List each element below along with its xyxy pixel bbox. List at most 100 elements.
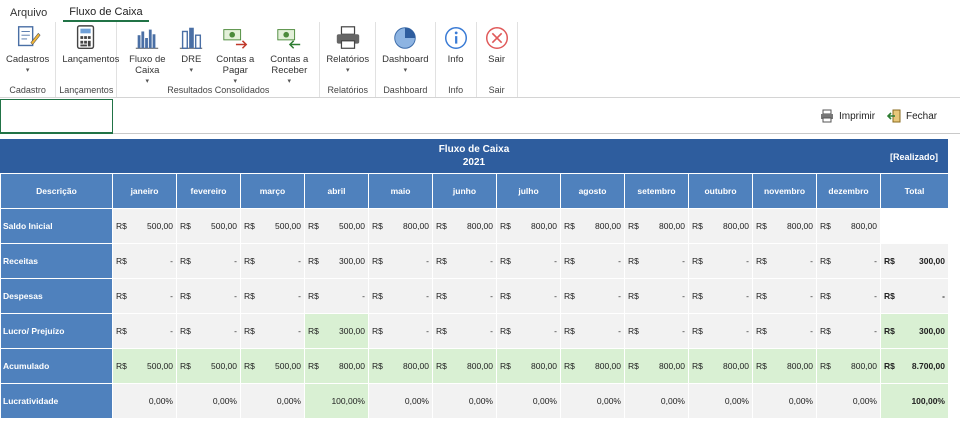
- table-cell[interactable]: 0,00%: [496, 383, 561, 419]
- name-box[interactable]: [0, 99, 113, 134]
- table-cell[interactable]: R$ 800,00: [432, 348, 497, 384]
- table-cell[interactable]: R$ 800,00: [688, 208, 753, 244]
- table-cell[interactable]: 0,00%: [752, 383, 817, 419]
- cell-currency: R$ -: [500, 256, 557, 266]
- table-cell[interactable]: R$ 500,00: [112, 348, 177, 384]
- print-button[interactable]: Imprimir: [820, 109, 875, 123]
- total-cell[interactable]: [880, 208, 949, 244]
- table-cell[interactable]: R$ 800,00: [624, 208, 689, 244]
- table-cell[interactable]: R$ -: [624, 243, 689, 279]
- table-cell[interactable]: R$ -: [816, 243, 881, 279]
- close-button[interactable]: Fechar: [887, 109, 937, 123]
- table-cell[interactable]: R$ -: [752, 278, 817, 314]
- ribbon-button-pencil-doc[interactable]: Cadastros ▾: [3, 24, 52, 97]
- table-cell[interactable]: R$ -: [624, 278, 689, 314]
- table-cell[interactable]: R$ 800,00: [304, 348, 369, 384]
- table-cell[interactable]: R$ 800,00: [368, 348, 433, 384]
- table-cell[interactable]: R$ -: [624, 313, 689, 349]
- table-cell[interactable]: R$ -: [560, 243, 625, 279]
- table-cell[interactable]: R$ -: [752, 243, 817, 279]
- table-cell[interactable]: R$ 800,00: [752, 348, 817, 384]
- ribbon-button-printer[interactable]: Relatórios ▾: [323, 24, 372, 97]
- table-cell[interactable]: R$ 800,00: [816, 348, 881, 384]
- total-cell[interactable]: R$ 8.700,00: [880, 348, 949, 384]
- currency-symbol: R$: [308, 326, 319, 336]
- table-cell[interactable]: R$ -: [240, 278, 305, 314]
- table-cell[interactable]: 0,00%: [240, 383, 305, 419]
- ribbon-button-calculator[interactable]: Lançamentos: [59, 24, 119, 97]
- table-cell[interactable]: R$ -: [688, 278, 753, 314]
- table-cell[interactable]: R$ -: [688, 243, 753, 279]
- ribbon-button-bar-chart[interactable]: Fluxo de Caixa ▾: [120, 24, 174, 97]
- table-cell[interactable]: R$ 500,00: [240, 348, 305, 384]
- table-cell[interactable]: 0,00%: [688, 383, 753, 419]
- ribbon-button-exit[interactable]: Sair: [480, 24, 514, 97]
- table-cell[interactable]: R$ 500,00: [176, 208, 241, 244]
- ribbon-button-column-chart[interactable]: DRE ▾: [174, 24, 208, 97]
- table-cell[interactable]: R$ -: [368, 313, 433, 349]
- table-cell[interactable]: R$ -: [496, 313, 561, 349]
- table-cell[interactable]: R$ -: [560, 313, 625, 349]
- ribbon-button-money-out[interactable]: Contas a Pagar ▾: [208, 24, 262, 97]
- table-cell[interactable]: R$ 800,00: [560, 348, 625, 384]
- table-cell[interactable]: R$ -: [752, 313, 817, 349]
- table-cell[interactable]: R$ -: [560, 278, 625, 314]
- table-cell[interactable]: 100,00%: [304, 383, 369, 419]
- table-cell[interactable]: R$ 800,00: [816, 208, 881, 244]
- table-cell[interactable]: 0,00%: [176, 383, 241, 419]
- table-cell[interactable]: R$ 300,00: [304, 243, 369, 279]
- table-cell[interactable]: R$ 500,00: [240, 208, 305, 244]
- table-cell[interactable]: 0,00%: [432, 383, 497, 419]
- column-header: dezembro: [816, 173, 881, 209]
- table-cell[interactable]: R$ -: [496, 243, 561, 279]
- tab-arquivo[interactable]: Arquivo: [10, 7, 48, 19]
- table-cell[interactable]: R$ 800,00: [688, 348, 753, 384]
- table-cell[interactable]: R$ -: [816, 278, 881, 314]
- table-cell[interactable]: R$ -: [240, 313, 305, 349]
- table-cell[interactable]: R$ 800,00: [624, 348, 689, 384]
- table-cell[interactable]: R$ -: [112, 278, 177, 314]
- total-cell[interactable]: 100,00%: [880, 383, 949, 419]
- table-cell[interactable]: R$ -: [304, 278, 369, 314]
- cell-currency: R$ -: [628, 256, 685, 266]
- table-cell[interactable]: R$ -: [432, 278, 497, 314]
- table-cell[interactable]: 0,00%: [112, 383, 177, 419]
- table-cell[interactable]: R$ -: [240, 243, 305, 279]
- table-cell[interactable]: R$ 300,00: [304, 313, 369, 349]
- ribbon-button-pie-chart[interactable]: Dashboard ▾: [379, 24, 431, 97]
- table-cell[interactable]: R$ -: [176, 243, 241, 279]
- table-cell[interactable]: R$ 800,00: [560, 208, 625, 244]
- table-cell[interactable]: R$ -: [112, 313, 177, 349]
- table-cell[interactable]: R$ 800,00: [368, 208, 433, 244]
- table-cell[interactable]: R$ -: [176, 313, 241, 349]
- table-cell[interactable]: R$ 800,00: [496, 208, 561, 244]
- table-cell[interactable]: R$ -: [112, 243, 177, 279]
- table-cell[interactable]: R$ -: [816, 313, 881, 349]
- table-cell[interactable]: R$ 800,00: [752, 208, 817, 244]
- table-cell[interactable]: 0,00%: [560, 383, 625, 419]
- total-cell[interactable]: R$ 300,00: [880, 313, 949, 349]
- table-cell[interactable]: R$ -: [432, 313, 497, 349]
- total-cell[interactable]: R$ 300,00: [880, 243, 949, 279]
- table-cell[interactable]: R$ -: [432, 243, 497, 279]
- sheet-title: Fluxo de Caixa: [438, 144, 510, 155]
- table-cell[interactable]: R$ 800,00: [496, 348, 561, 384]
- table-cell[interactable]: 0,00%: [368, 383, 433, 419]
- cell-currency: R$ -: [308, 291, 365, 301]
- table-cell[interactable]: R$ -: [368, 243, 433, 279]
- table-cell[interactable]: R$ -: [688, 313, 753, 349]
- table-cell[interactable]: R$ 500,00: [112, 208, 177, 244]
- tab-fluxo-de-caixa[interactable]: Fluxo de Caixa: [63, 6, 149, 22]
- table-cell[interactable]: R$ -: [368, 278, 433, 314]
- table-cell[interactable]: R$ 500,00: [304, 208, 369, 244]
- table-cell[interactable]: R$ 500,00: [176, 348, 241, 384]
- table-cell[interactable]: 0,00%: [624, 383, 689, 419]
- total-cell[interactable]: R$ -: [880, 278, 949, 314]
- ribbon-button-info[interactable]: Info: [439, 24, 473, 97]
- ribbon-button-money-in[interactable]: Contas a Receber ▾: [262, 24, 316, 97]
- table-cell[interactable]: R$ -: [176, 278, 241, 314]
- table-cell[interactable]: 0,00%: [816, 383, 881, 419]
- table-cell[interactable]: R$ -: [496, 278, 561, 314]
- ribbon-group-label: Relatórios: [327, 85, 368, 95]
- table-cell[interactable]: R$ 800,00: [432, 208, 497, 244]
